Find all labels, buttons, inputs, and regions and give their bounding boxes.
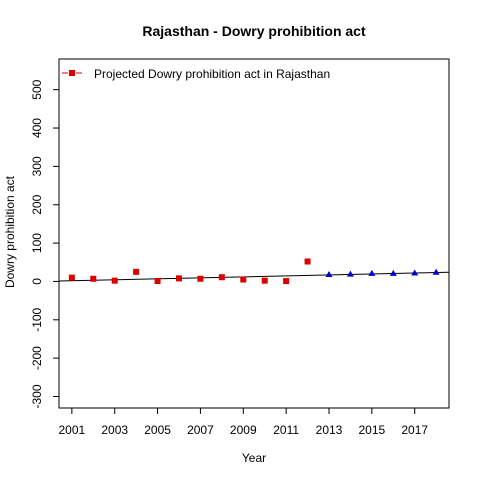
trend-line-group <box>58 271 450 282</box>
y-tick-label: -200 <box>30 346 44 370</box>
projected-point <box>325 271 333 278</box>
legend-entry-label: Projected Dowry prohibition act in Rajas… <box>94 67 330 81</box>
y-tick-label: -100 <box>30 307 44 331</box>
y-tick-label: 200 <box>30 194 44 214</box>
projected-point <box>411 269 419 276</box>
projected-point <box>346 270 354 277</box>
observed-point <box>218 274 225 281</box>
legend: Projected Dowry prohibition act in Rajas… <box>62 67 330 81</box>
observed-point <box>111 277 118 284</box>
x-axis: 2001 2003 2005 2007 2009 2011 2013 2015 2017 <box>59 408 428 437</box>
projected-point <box>368 269 376 276</box>
plot-frame <box>58 58 450 409</box>
y-tick-label: 400 <box>30 118 44 138</box>
observed-point <box>197 275 204 282</box>
observed-point <box>90 275 97 282</box>
x-tick-label: 2017 <box>401 423 428 437</box>
observed-point <box>176 275 182 282</box>
y-tick-label: 100 <box>30 233 44 253</box>
observed-point <box>154 278 161 285</box>
observed-point <box>304 258 311 265</box>
y-tick-label: 0 <box>30 278 44 285</box>
observed-point <box>240 276 247 283</box>
data-points <box>68 258 440 285</box>
observed-point <box>283 278 290 285</box>
x-tick-label: 2015 <box>359 423 386 437</box>
projected-point <box>432 268 440 275</box>
observed-point <box>133 268 140 275</box>
x-tick-label: 2007 <box>187 423 214 437</box>
observed-point <box>68 274 75 281</box>
y-tick-label: 300 <box>30 156 44 176</box>
y-tick-label: 500 <box>30 79 44 99</box>
x-tick-label: 2001 <box>59 423 86 437</box>
x-tick-label: 2013 <box>316 423 343 437</box>
observed-point <box>261 277 268 284</box>
x-axis-label: Year <box>242 451 266 465</box>
projected-point <box>389 269 397 276</box>
y-axis: -300 -200 -100 0 100 200 300 400 500 <box>30 79 59 409</box>
y-tick-label: -300 <box>30 384 44 408</box>
chart-title: Rajasthan - Dowry prohibition act <box>142 23 366 39</box>
x-tick-label: 2003 <box>101 423 128 437</box>
x-tick-label: 2009 <box>230 423 257 437</box>
legend-marker <box>69 70 75 76</box>
y-axis-label: Dowry prohibition act <box>3 175 17 288</box>
trend-line <box>58 271 450 282</box>
x-tick-label: 2011 <box>273 423 299 437</box>
x-tick-label: 2005 <box>144 423 171 437</box>
